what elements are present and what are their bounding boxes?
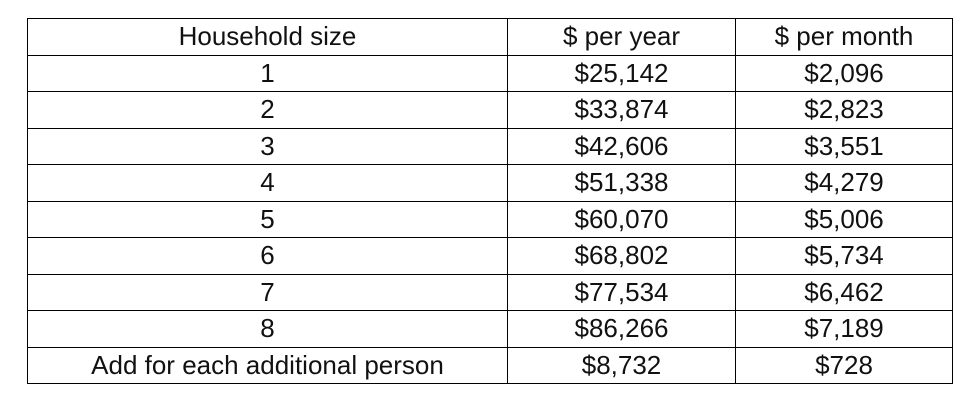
table-cell: $2,823 bbox=[735, 91, 953, 129]
table-cell: 2 bbox=[27, 91, 508, 129]
table-cell: $68,802 bbox=[507, 237, 736, 275]
table-cell: $2,096 bbox=[735, 54, 953, 92]
table-cell: 5 bbox=[27, 200, 508, 238]
table-cell: $728 bbox=[735, 346, 953, 384]
table-row: 2 $33,874 $2,823 bbox=[27, 91, 953, 129]
table-cell: $5,006 bbox=[735, 200, 953, 238]
table-row: 8 $86,266 $7,189 bbox=[27, 310, 953, 348]
table-cell: $7,189 bbox=[735, 310, 953, 348]
table-cell: 1 bbox=[27, 54, 508, 92]
table-cell: $51,338 bbox=[507, 164, 736, 202]
table-cell: $33,874 bbox=[507, 91, 736, 129]
table-cell: Add for each additional person bbox=[27, 346, 508, 384]
table-cell: $60,070 bbox=[507, 200, 736, 238]
table-cell: 4 bbox=[27, 164, 508, 202]
header-row: Household size $ per year $ per month bbox=[27, 18, 953, 56]
table-cell: $3,551 bbox=[735, 127, 953, 165]
table-row: 1 $25,142 $2,096 bbox=[27, 54, 953, 92]
table-cell: $4,279 bbox=[735, 164, 953, 202]
table-cell: 6 bbox=[27, 237, 508, 275]
table-cell: $8,732 bbox=[507, 346, 736, 384]
table-cell: 3 bbox=[27, 127, 508, 165]
table-row: 4 $51,338 $4,279 bbox=[27, 164, 953, 202]
table-cell: $25,142 bbox=[507, 54, 736, 92]
table-cell: 8 bbox=[27, 310, 508, 348]
table-cell: $77,534 bbox=[507, 273, 736, 311]
table-cell: $42,606 bbox=[507, 127, 736, 165]
header-cell: $ per month bbox=[735, 18, 953, 56]
table-cell: $86,266 bbox=[507, 310, 736, 348]
header-cell: Household size bbox=[27, 18, 508, 56]
table-row: 7 $77,534 $6,462 bbox=[27, 273, 953, 311]
table-row: 6 $68,802 $5,734 bbox=[27, 237, 953, 275]
table-body: 1 $25,142 $2,096 2 $33,874 $2,823 3 $42,606 $3,5… bbox=[27, 54, 953, 384]
table-cell: 7 bbox=[27, 273, 508, 311]
table-cell: $6,462 bbox=[735, 273, 953, 311]
table-row: Add for each additional person $8,732 $728 bbox=[27, 346, 953, 384]
table-row: 3 $42,606 $3,551 bbox=[27, 127, 953, 165]
income-table: Household size $ per year $ per month 1 $25… bbox=[27, 18, 953, 384]
table-cell: $5,734 bbox=[735, 237, 953, 275]
table-row: 5 $60,070 $5,006 bbox=[27, 200, 953, 238]
header-cell: $ per year bbox=[507, 18, 736, 56]
